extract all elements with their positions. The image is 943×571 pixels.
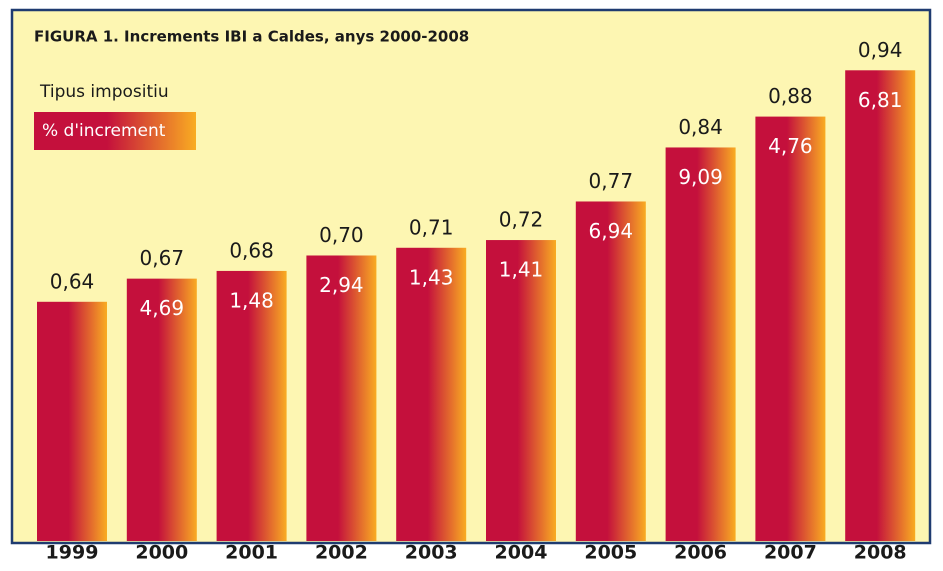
bar — [396, 247, 467, 541]
data-label: 2,94 — [319, 273, 364, 297]
bar — [216, 270, 287, 541]
x-tick-label: 2003 — [405, 542, 458, 564]
x-tick-label: 2005 — [584, 542, 637, 564]
data-label: 1,41 — [499, 258, 544, 282]
legend-swatch — [34, 112, 196, 150]
data-label: 9,09 — [678, 165, 723, 189]
data-label: 6,81 — [858, 88, 903, 112]
x-tick-label: 2007 — [764, 542, 817, 564]
data-label: 0,77 — [589, 169, 634, 193]
data-label: 0,94 — [858, 38, 903, 62]
bar — [755, 116, 826, 541]
x-tick-label: 2004 — [495, 542, 548, 564]
bar — [845, 70, 916, 541]
data-label: 0,68 — [229, 238, 274, 262]
legend-entry: % d'increment — [42, 121, 166, 141]
data-label: 0,84 — [678, 115, 723, 139]
x-tick-label: 2008 — [854, 542, 907, 564]
data-label: 0,71 — [409, 215, 454, 239]
bar — [486, 240, 556, 542]
bar — [37, 301, 107, 541]
bar — [575, 201, 646, 542]
data-label: 0,72 — [499, 208, 544, 232]
data-label: 4,69 — [140, 296, 185, 320]
data-label: 6,94 — [589, 219, 634, 243]
data-label: 0,64 — [50, 269, 95, 293]
data-label: 4,76 — [768, 134, 813, 158]
x-tick-label: 1999 — [46, 542, 99, 564]
legend-entry: Tipus impositiu — [39, 82, 169, 102]
data-label: 0,88 — [768, 84, 813, 108]
bar — [306, 255, 377, 541]
data-label: 0,70 — [319, 223, 364, 247]
data-label: 0,67 — [140, 246, 185, 270]
data-label: 1,48 — [229, 288, 274, 312]
bar — [126, 278, 197, 541]
bar — [665, 147, 736, 541]
chart-title: FIGURA 1. Increments IBI a Caldes, anys … — [34, 28, 469, 46]
x-tick-label: 2001 — [225, 542, 278, 564]
x-tick-label: 2006 — [674, 542, 727, 564]
data-label: 1,43 — [409, 265, 454, 289]
x-tick-label: 2002 — [315, 542, 368, 564]
x-tick-label: 2000 — [135, 542, 188, 564]
